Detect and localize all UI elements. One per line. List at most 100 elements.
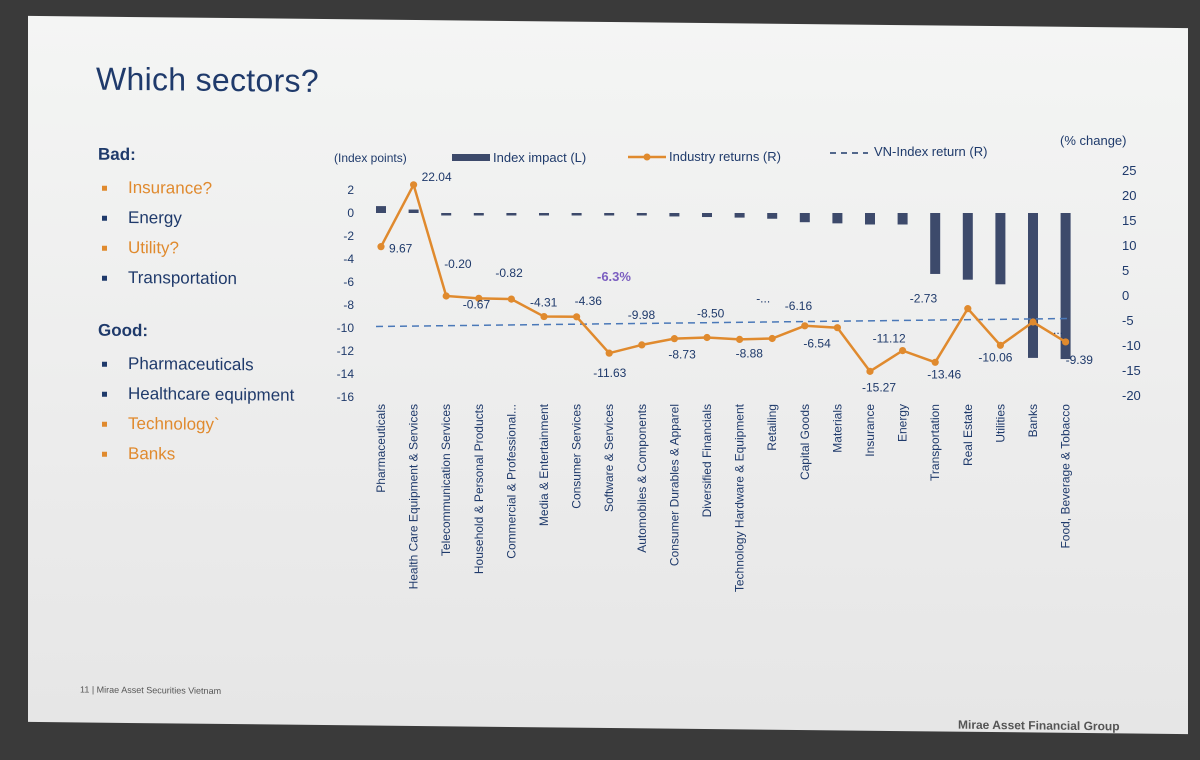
return-data-label: -11.12: [873, 332, 906, 346]
return-data-label: -0.67: [463, 297, 491, 311]
return-data-label: -...: [756, 292, 770, 306]
return-data-label: -15.27: [862, 380, 896, 394]
return-data-label: -4.36: [575, 294, 603, 308]
impact-bar: [571, 213, 582, 216]
industry-return-point: [442, 292, 450, 300]
left-tick-label: -8: [343, 298, 354, 312]
category-label: Transportation: [928, 404, 942, 481]
industry-return-point: [573, 313, 581, 321]
impact-bar: [832, 213, 843, 224]
industry-return-point: [475, 294, 483, 302]
legend-index-impact: Index impact (L): [493, 150, 586, 165]
footer-brand: Mirae Asset Financial Group: [958, 717, 1120, 734]
category-label: Media & Entertainment: [537, 403, 551, 526]
return-data-label: -9.39: [1066, 353, 1094, 367]
category-label: Software & Services: [602, 404, 616, 512]
impact-bar: [799, 213, 810, 223]
impact-bar: [767, 213, 778, 219]
impact-bar: [604, 213, 615, 216]
category-label: Consumer Services: [570, 404, 584, 509]
legend-bar-swatch: [452, 154, 490, 161]
return-data-label: -8.50: [697, 307, 725, 321]
category-label: Retailing: [765, 404, 779, 451]
right-tick-label: -5: [1122, 313, 1134, 328]
category-label: Consumer Durables & Apparel: [667, 404, 681, 566]
legend-line-marker: [643, 153, 651, 161]
return-data-label: -8.73: [668, 348, 696, 362]
impact-bar: [897, 213, 908, 225]
right-tick-label: 20: [1122, 188, 1136, 203]
impact-bar: [865, 213, 875, 225]
category-label: Telecommunication Services: [439, 404, 453, 556]
left-tick-label: 2: [347, 183, 354, 197]
category-label: Household & Personal Products: [472, 404, 486, 574]
category-label: Pharmaceuticals: [374, 404, 388, 493]
left-tick-label: -12: [337, 344, 355, 358]
category-label: Insurance: [863, 404, 877, 457]
industry-return-point: [736, 335, 744, 343]
industry-return-point: [996, 341, 1005, 349]
impact-bar: [408, 209, 419, 213]
industry-return-point: [866, 367, 874, 375]
category-label: Capital Goods: [798, 404, 812, 480]
right-tick-label: -20: [1122, 388, 1141, 403]
impact-bar: [962, 213, 973, 280]
industry-return-point: [964, 305, 972, 313]
category-label: Utilities: [993, 404, 1007, 443]
industry-return-point: [377, 243, 385, 251]
category-label: Energy: [896, 404, 910, 442]
industry-returns-line: [379, 181, 1067, 374]
industry-return-point: [899, 347, 907, 355]
impact-bar: [1060, 213, 1071, 360]
category-label: Real Estate: [961, 404, 975, 466]
category-label: Materials: [830, 404, 844, 453]
impact-bar: [506, 213, 517, 216]
return-data-label: -13.46: [927, 367, 961, 381]
impact-bar: [734, 213, 745, 218]
industry-return-point: [410, 181, 418, 189]
impact-bar: [539, 213, 549, 216]
return-data-label: -8.88: [736, 346, 764, 360]
industry-return-point: [703, 333, 711, 342]
impact-bar: [669, 213, 680, 217]
category-label: Automobiles & Components: [635, 404, 649, 553]
impact-bar: [473, 213, 484, 216]
industry-return-point: [1029, 318, 1037, 326]
industry-return-point: [931, 358, 939, 366]
sector-impact-chart: (Index points)(% change)20-2-4-6-8-10-12…: [334, 133, 1141, 592]
right-tick-label: 5: [1122, 263, 1129, 278]
industry-return-point: [605, 349, 613, 357]
category-label: Commercial & Professional...: [504, 404, 518, 559]
right-tick-label: -10: [1122, 338, 1141, 353]
left-tick-label: 0: [347, 206, 354, 220]
category-label: Banks: [1026, 404, 1040, 437]
return-data-label: -11.63: [593, 366, 626, 380]
vn-index-label: -6.3%: [597, 269, 631, 284]
return-data-label: -4.31: [530, 296, 558, 310]
impact-bar: [702, 213, 712, 218]
industry-return-point: [540, 312, 548, 321]
industry-return-point: [833, 324, 842, 332]
left-tick-label: -16: [337, 390, 355, 404]
left-tick-label: -6: [343, 275, 354, 289]
return-data-label: -0.82: [495, 266, 523, 280]
impact-bar: [636, 213, 647, 216]
left-tick-label: -14: [337, 367, 355, 381]
return-data-label: -9.98: [628, 308, 656, 322]
industry-return-point: [638, 341, 646, 349]
right-tick-label: -15: [1122, 363, 1141, 378]
return-data-label: ...: [1053, 323, 1063, 337]
return-data-label: -6.16: [785, 299, 813, 313]
right-axis-label: (% change): [1060, 133, 1126, 148]
return-data-label: -0.20: [444, 257, 472, 271]
return-data-label: -2.73: [910, 292, 938, 306]
return-data-label: -10.06: [978, 350, 1012, 364]
industry-return-point: [801, 322, 809, 330]
return-data-label: 22.04: [422, 170, 452, 184]
right-tick-label: 10: [1122, 238, 1136, 253]
left-tick-label: -10: [337, 321, 355, 335]
footer-left: 11 | Mirae Asset Securities Vietnam: [80, 684, 222, 696]
category-label: Health Care Equipment & Services: [407, 404, 421, 589]
impact-bar: [930, 213, 941, 274]
category-label: Technology Hardware & Equipment: [733, 403, 747, 592]
